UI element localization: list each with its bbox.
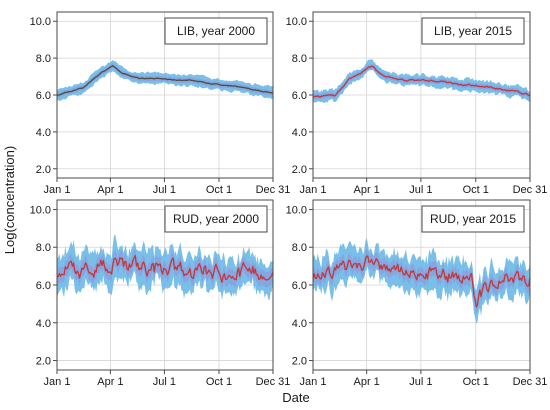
x-tick-label: Oct 1	[206, 184, 232, 196]
x-tick-label: Dec 31	[256, 184, 291, 196]
x-tick-label: Dec 31	[256, 376, 291, 388]
x-tick-label: Jan 1	[300, 184, 327, 196]
panel-title-box	[421, 205, 525, 233]
x-tick-label: Jul 1	[409, 376, 432, 388]
y-tick-label: 2.0	[36, 356, 51, 368]
x-tick-label: Dec 31	[513, 184, 548, 196]
y-tick-label: 2.0	[36, 164, 51, 176]
chart-panel: 2.0 4.0 6.0 8.0 10.0 Jan 1 Apr 1 Jul 1 Oct 1 Dec …	[30, 199, 291, 388]
central-band	[313, 63, 530, 100]
x-axis-title: Date	[282, 390, 309, 405]
x-tick-label: Apr 1	[97, 184, 123, 196]
chart-panel: 2.0 4.0 6.0 8.0 10.0 Jan 1 Apr 1 Jul 1 Oct 1 Dec …	[286, 11, 548, 196]
series-line	[312, 255, 531, 308]
y-tick-label: 4.0	[292, 127, 307, 139]
series-line	[312, 65, 531, 98]
y-tick-label: 4.0	[292, 318, 307, 330]
x-tick-label: Oct 1	[463, 376, 489, 388]
x-tick-label: Apr 1	[97, 376, 123, 388]
x-tick-label: Jan 1	[44, 376, 71, 388]
panel-title: RUD, year 2000	[173, 212, 259, 226]
x-tick-label: Jan 1	[44, 184, 71, 196]
y-tick-label: 10.0	[30, 16, 51, 28]
panel-title-box	[421, 17, 525, 45]
x-tick-label: Jul 1	[409, 184, 432, 196]
x-tick-label: Jul 1	[153, 184, 176, 196]
y-tick-label: 10.0	[286, 16, 307, 28]
x-tick-label: Oct 1	[463, 184, 489, 196]
chart-panel: 2.0 4.0 6.0 8.0 10.0 Jan 1 Apr 1 Jul 1 Oct 1 Dec …	[30, 11, 291, 196]
y-tick-label: 2.0	[292, 164, 307, 176]
y-axis-title: Log(concentration)	[2, 146, 17, 254]
panel-title-box	[164, 205, 268, 233]
y-tick-label: 6.0	[292, 90, 307, 102]
y-tick-label: 4.0	[36, 318, 51, 330]
x-tick-label: Apr 1	[354, 376, 380, 388]
y-tick-label: 10.0	[286, 204, 307, 216]
y-tick-label: 2.0	[292, 356, 307, 368]
x-tick-label: Jul 1	[153, 376, 176, 388]
y-tick-label: 4.0	[36, 127, 51, 139]
x-tick-label: Dec 31	[513, 376, 548, 388]
y-tick-label: 6.0	[36, 90, 51, 102]
central-band	[57, 63, 273, 98]
y-tick-label: 6.0	[292, 280, 307, 292]
series-line	[56, 254, 274, 283]
series-line	[56, 65, 274, 96]
panel-title: LIB, year 2000	[177, 24, 255, 38]
y-tick-label: 8.0	[36, 53, 51, 65]
y-tick-label: 8.0	[36, 242, 51, 254]
panel-title-box	[164, 17, 268, 45]
y-tick-label: 8.0	[292, 242, 307, 254]
x-tick-label: Oct 1	[206, 376, 232, 388]
y-tick-label: 10.0	[30, 204, 51, 216]
central-band	[313, 248, 530, 315]
panel-title: RUD, year 2015	[430, 212, 516, 226]
y-tick-label: 6.0	[36, 280, 51, 292]
y-tick-label: 8.0	[292, 53, 307, 65]
chart-panel: 2.0 4.0 6.0 8.0 10.0 Jan 1 Apr 1 Jul 1 Oct 1 Dec …	[286, 199, 548, 388]
panel-title: LIB, year 2015	[434, 24, 512, 38]
x-tick-label: Jan 1	[300, 376, 327, 388]
panel-grid: 2.0 4.0 6.0 8.0 10.0 Jan 1 Apr 1 Jul 1 Oct 1 Dec …	[30, 11, 548, 388]
x-tick-label: Apr 1	[354, 184, 380, 196]
